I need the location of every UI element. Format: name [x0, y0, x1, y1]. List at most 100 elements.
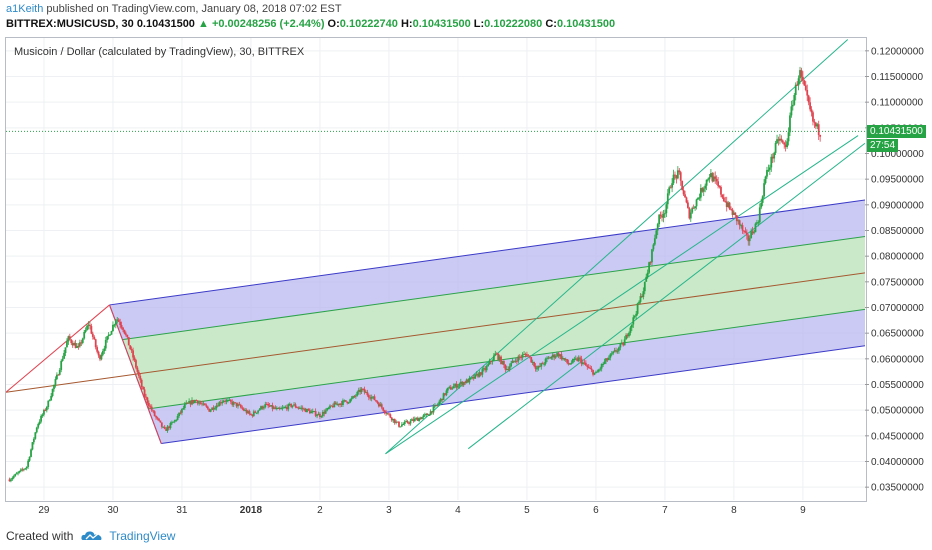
published-text: published on TradingView.com, January 08… [46, 3, 342, 15]
candle-body [685, 197, 688, 203]
candle-body [436, 404, 439, 406]
candle-body [806, 89, 809, 96]
candle-body [373, 396, 376, 401]
candle-body [593, 372, 596, 375]
candle-body [448, 386, 451, 388]
candle-body [457, 385, 459, 388]
candle-body [201, 403, 203, 405]
candle-body [170, 422, 173, 424]
candle-body [244, 410, 247, 412]
candle-body [718, 185, 721, 187]
candle-body [439, 398, 442, 402]
candle-body [605, 358, 607, 362]
candle-body [477, 373, 479, 377]
candle-body [783, 142, 786, 145]
candle-body [569, 363, 571, 365]
candle-body [268, 405, 271, 407]
candle-body [531, 361, 534, 363]
candle-body [618, 347, 620, 351]
candle-body [242, 408, 245, 411]
candle-body [365, 392, 367, 394]
x-tick-label: 7 [662, 505, 668, 516]
candle-body [500, 356, 502, 364]
x-tick-label: 4 [455, 505, 461, 516]
candle-body [666, 193, 669, 205]
candle-body [195, 400, 198, 402]
chart-svg[interactable]: 0.03500000 0.04000000 0.04500000 0.05000000… [0, 0, 932, 520]
candle-body [653, 238, 656, 245]
candle-body [764, 176, 767, 184]
candle-body [307, 408, 310, 411]
candle-body [630, 324, 633, 328]
candle-body [229, 399, 232, 402]
candle-body [412, 419, 415, 422]
candle-body [122, 327, 124, 330]
candle-body [770, 156, 773, 168]
candle-body [774, 143, 777, 153]
candle-body [584, 362, 587, 366]
candle-body [376, 401, 379, 404]
tradingview-link[interactable]: TradingView [109, 529, 176, 543]
candle-body [738, 220, 741, 226]
candle-body [294, 404, 297, 408]
candle-body [60, 360, 63, 370]
candle-body [353, 396, 356, 398]
candle-body [784, 144, 787, 148]
candle-body [145, 396, 147, 398]
candle-body [599, 368, 602, 370]
candle-body [633, 315, 636, 318]
candle-body [758, 207, 761, 223]
candle-body [262, 407, 265, 409]
candle-body [626, 334, 629, 337]
candle-body [392, 418, 395, 421]
candle-body [684, 194, 686, 198]
candle-body [402, 424, 405, 426]
candle-body [293, 404, 295, 406]
candle-body [176, 416, 179, 420]
author-link[interactable]: a1Keith [6, 3, 44, 15]
candle-body [697, 198, 699, 200]
candle-body [651, 249, 653, 263]
candle-body [106, 336, 109, 341]
candle-body [699, 188, 702, 198]
candle-body [462, 382, 465, 386]
candle-body [89, 324, 91, 327]
candle-body [31, 442, 34, 450]
candle-body [173, 420, 176, 422]
candle-body [698, 197, 701, 199]
candle-body [343, 400, 346, 402]
candle-body [41, 414, 44, 416]
candle-body [14, 474, 17, 477]
candle-body [78, 342, 81, 347]
candle-body [518, 356, 521, 358]
candle-body [475, 373, 478, 375]
candle-body [648, 262, 651, 273]
candle-body [160, 422, 163, 427]
candle-body [399, 426, 402, 428]
candle-body [202, 403, 205, 405]
candle-body [8, 479, 11, 482]
candle-body [362, 388, 364, 390]
candle-body [484, 368, 487, 371]
candle-body [665, 204, 668, 214]
candle-body [458, 383, 461, 386]
candle-body [727, 202, 730, 208]
candle-body [222, 400, 225, 402]
y-tick-label: 0.10000000 [871, 149, 924, 160]
candle-body [409, 420, 412, 424]
candle-body [469, 377, 472, 379]
candle-body [777, 139, 780, 141]
candle-body [655, 230, 658, 239]
candle-body [773, 152, 776, 159]
y-tick-label: 0.11000000 [871, 98, 924, 109]
x-tick-label: 31 [176, 505, 188, 516]
y-tick-label: 0.12000000 [871, 46, 924, 57]
candle-body [248, 411, 251, 414]
candle-body [652, 244, 655, 250]
candle-body [658, 214, 661, 225]
candle-body [789, 115, 791, 133]
candle-body [35, 427, 38, 433]
candle-body [389, 414, 392, 418]
candle-body [324, 410, 327, 414]
candle-body [514, 360, 517, 362]
